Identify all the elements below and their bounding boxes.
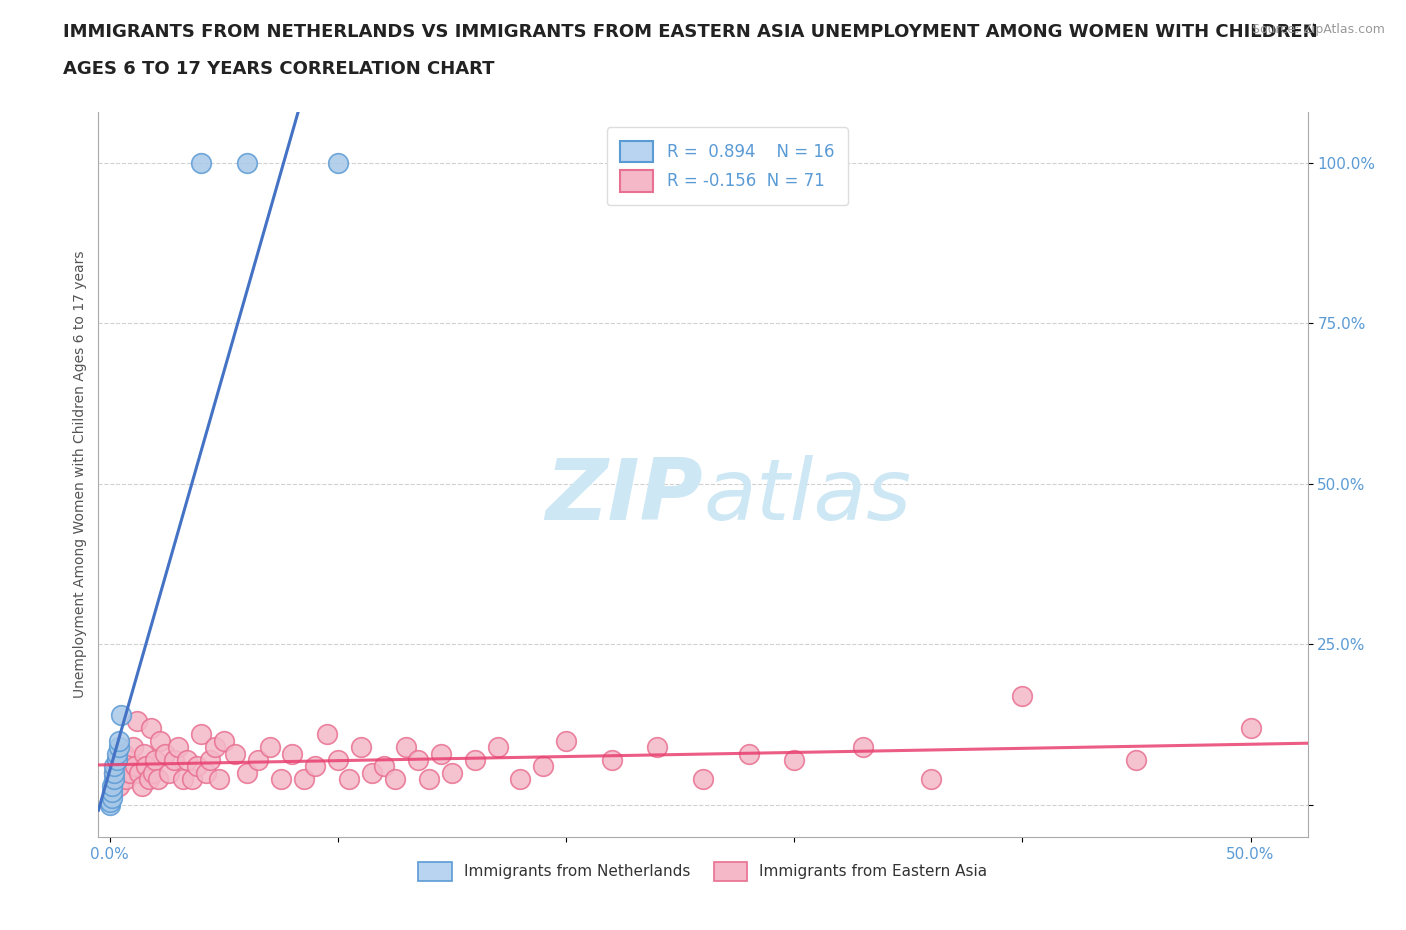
- Point: [110, 708, 132, 723]
- Point: [235, 155, 257, 170]
- Text: IMMIGRANTS FROM NETHERLANDS VS IMMIGRANTS FROM EASTERN ASIA UNEMPLOYMENT AMONG W: IMMIGRANTS FROM NETHERLANDS VS IMMIGRANT…: [63, 23, 1317, 41]
- Point: [146, 772, 169, 787]
- Point: [373, 759, 395, 774]
- Point: [315, 727, 337, 742]
- Point: [98, 797, 121, 812]
- Point: [555, 733, 578, 748]
- Point: [145, 752, 167, 767]
- Text: atlas: atlas: [703, 455, 911, 538]
- Point: [101, 791, 124, 806]
- Point: [98, 794, 121, 809]
- Point: [131, 778, 153, 793]
- Point: [103, 765, 125, 780]
- Point: [224, 746, 246, 761]
- Point: [114, 772, 136, 787]
- Point: [190, 727, 212, 742]
- Point: [127, 714, 149, 729]
- Point: [384, 772, 406, 787]
- Point: [172, 772, 194, 787]
- Text: AGES 6 TO 17 YEARS CORRELATION CHART: AGES 6 TO 17 YEARS CORRELATION CHART: [63, 60, 495, 78]
- Point: [464, 752, 486, 767]
- Point: [190, 155, 212, 170]
- Point: [406, 752, 429, 767]
- Point: [783, 752, 806, 767]
- Point: [486, 739, 509, 754]
- Text: Source: ZipAtlas.com: Source: ZipAtlas.com: [1251, 23, 1385, 36]
- Point: [350, 739, 373, 754]
- Point: [157, 765, 180, 780]
- Point: [200, 752, 222, 767]
- Point: [259, 739, 281, 754]
- Point: [153, 746, 176, 761]
- Point: [247, 752, 270, 767]
- Point: [176, 752, 198, 767]
- Point: [120, 765, 142, 780]
- Point: [600, 752, 623, 767]
- Point: [103, 772, 125, 787]
- Point: [395, 739, 418, 754]
- Point: [101, 778, 124, 793]
- Point: [112, 746, 135, 761]
- Point: [212, 733, 235, 748]
- Point: [186, 759, 208, 774]
- Point: [181, 772, 204, 787]
- Text: ZIP: ZIP: [546, 455, 703, 538]
- Point: [531, 759, 554, 774]
- Point: [124, 759, 146, 774]
- Point: [103, 765, 125, 780]
- Point: [326, 752, 349, 767]
- Point: [105, 746, 128, 761]
- Point: [117, 752, 139, 767]
- Point: [361, 765, 384, 780]
- Point: [337, 772, 360, 787]
- Point: [167, 739, 190, 754]
- Point: [292, 772, 315, 787]
- Point: [149, 733, 172, 748]
- Point: [208, 772, 231, 787]
- Point: [128, 765, 150, 780]
- Point: [163, 752, 186, 767]
- Point: [204, 739, 226, 754]
- Point: [103, 759, 125, 774]
- Legend: Immigrants from Netherlands, Immigrants from Eastern Asia: Immigrants from Netherlands, Immigrants …: [412, 856, 994, 887]
- Point: [105, 752, 128, 767]
- Point: [110, 759, 132, 774]
- Point: [418, 772, 440, 787]
- Point: [281, 746, 304, 761]
- Point: [509, 772, 531, 787]
- Point: [647, 739, 669, 754]
- Point: [692, 772, 714, 787]
- Point: [139, 721, 162, 736]
- Point: [737, 746, 759, 761]
- Point: [108, 733, 131, 748]
- Point: [852, 739, 875, 754]
- Point: [132, 746, 155, 761]
- Point: [304, 759, 326, 774]
- Point: [920, 772, 942, 787]
- Point: [135, 759, 157, 774]
- Point: [108, 739, 131, 754]
- Point: [105, 752, 128, 767]
- Point: [194, 765, 217, 780]
- Point: [108, 778, 131, 793]
- Point: [101, 785, 124, 800]
- Point: [1239, 721, 1261, 736]
- Point: [429, 746, 451, 761]
- Point: [1011, 688, 1033, 703]
- Y-axis label: Unemployment Among Women with Children Ages 6 to 17 years: Unemployment Among Women with Children A…: [73, 250, 87, 698]
- Point: [138, 772, 160, 787]
- Point: [270, 772, 292, 787]
- Point: [121, 739, 143, 754]
- Point: [441, 765, 464, 780]
- Point: [235, 765, 257, 780]
- Point: [1125, 752, 1147, 767]
- Point: [326, 155, 349, 170]
- Point: [142, 765, 165, 780]
